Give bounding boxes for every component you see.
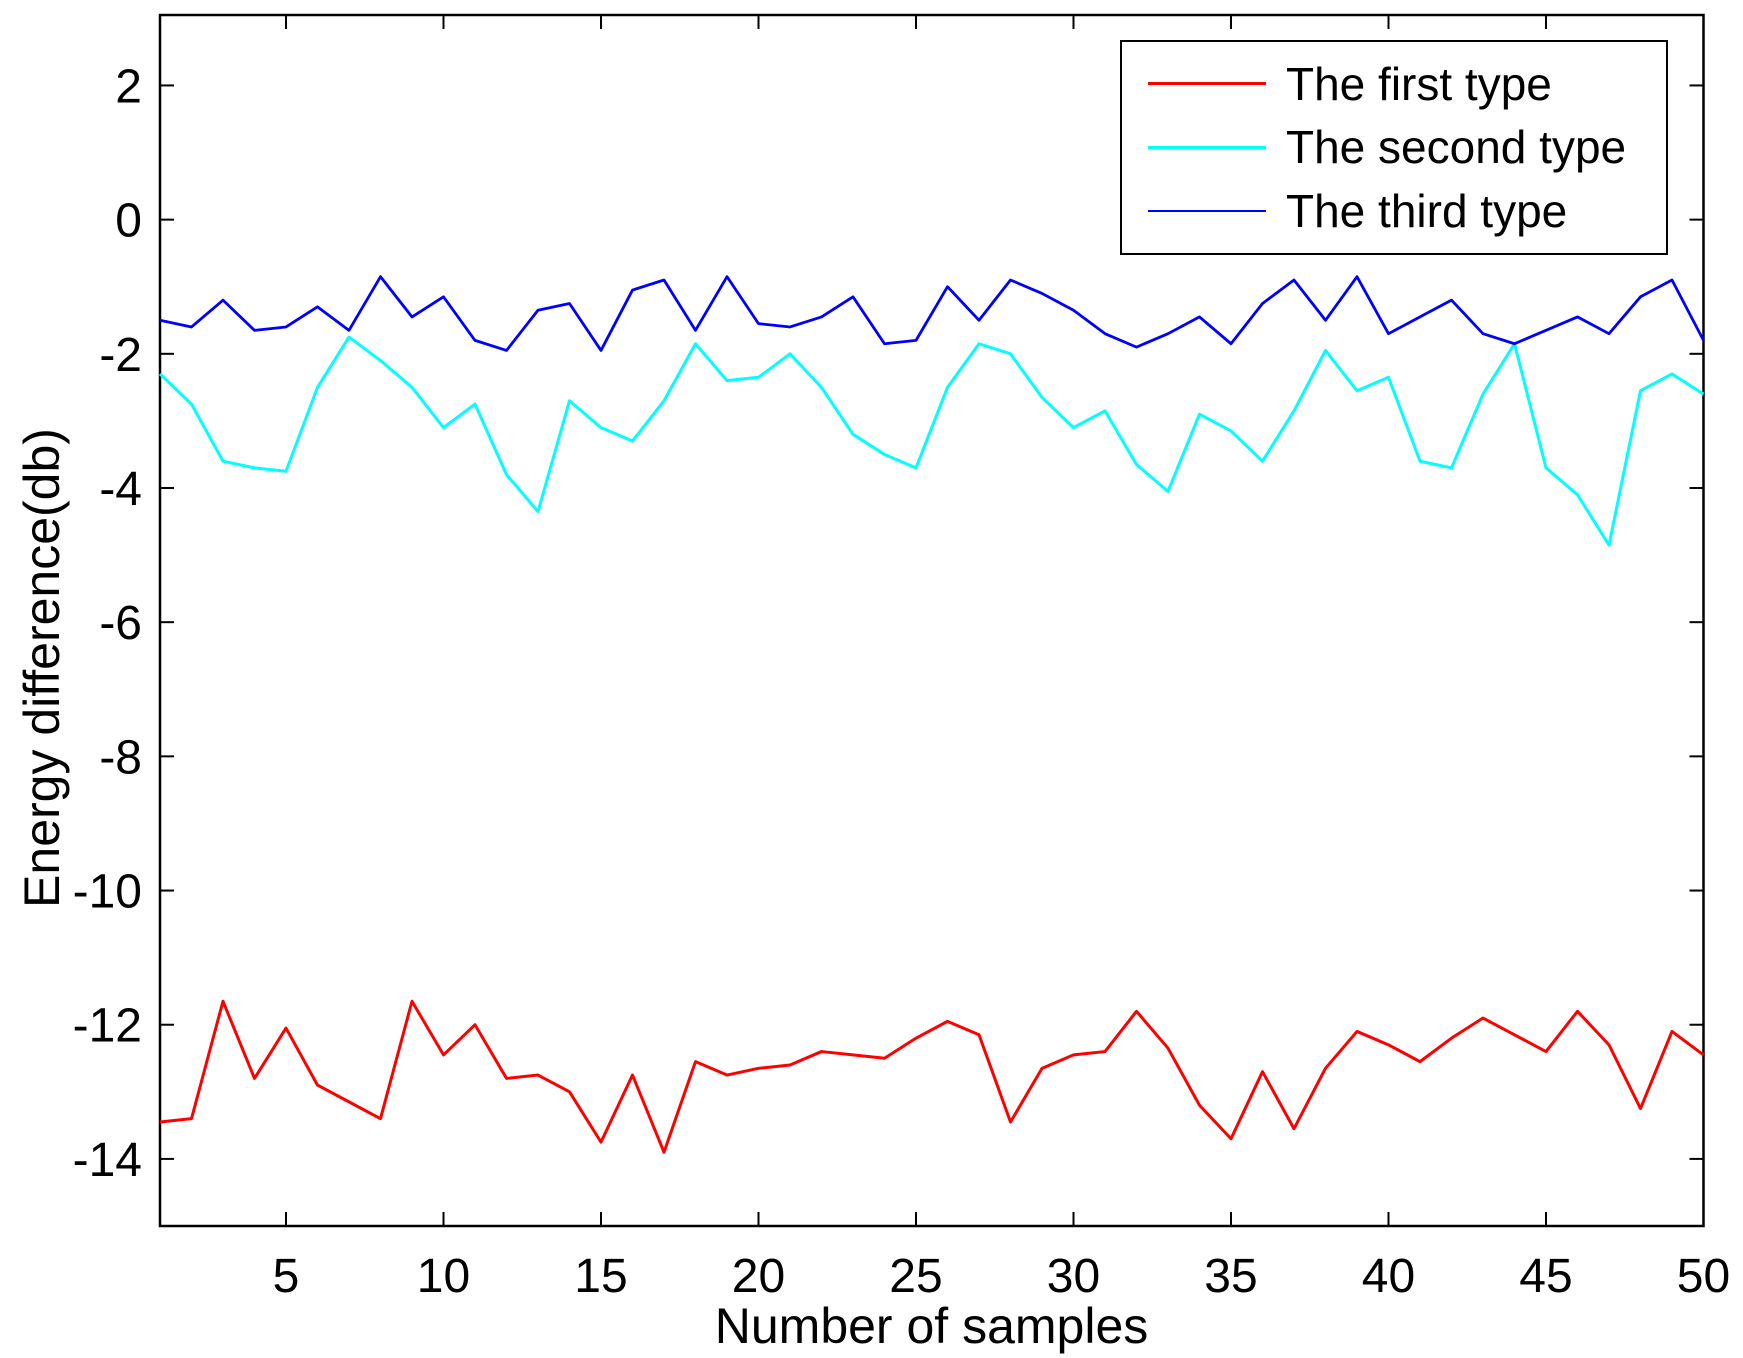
legend-item-first-type: The first type [1122,61,1666,107]
x-tick-label: 25 [889,1250,942,1303]
axes-box [158,13,1705,1228]
x-tick-label: 30 [1047,1250,1100,1303]
y-tick-label: -4 [99,463,142,516]
y-tick-label: -2 [99,329,142,382]
legend-line-third-type-icon [1148,210,1266,213]
series-line-the-first-type [159,999,1705,1154]
legend-label-second-type: The second type [1286,121,1627,174]
x-axis-label: Number of samples [714,1298,1149,1354]
series-line-the-third-type [159,275,1705,352]
series-line-the-second-type [158,335,1705,547]
y-axis-label: Energy difference(db) [14,428,70,908]
legend-line-first-type-icon [1148,82,1266,86]
x-tick-label: 45 [1519,1250,1572,1303]
y-tick-label: -8 [99,731,142,784]
x-tick-label: 35 [1204,1250,1257,1303]
y-tick-label: -12 [73,1000,142,1053]
x-tick-label: 15 [574,1250,627,1303]
legend: The first type The second type The third… [1120,40,1668,255]
y-tick-label: -10 [73,866,142,919]
legend-item-second-type: The second type [1122,124,1666,170]
legend-item-third-type: The third type [1122,188,1666,234]
x-tick-label: 20 [732,1250,785,1303]
y-tick-label: 2 [115,60,142,113]
x-tick-label: 10 [417,1250,470,1303]
x-tick-label: 50 [1677,1250,1730,1303]
legend-line-second-type-icon [1148,145,1266,149]
x-tick-label: 5 [273,1250,300,1303]
y-tick-label: -14 [73,1134,142,1187]
legend-label-third-type: The third type [1286,185,1568,238]
y-tick-label: -6 [99,597,142,650]
legend-label-first-type: The first type [1286,57,1552,110]
y-tick-label: 0 [115,195,142,248]
x-tick-label: 40 [1362,1250,1415,1303]
